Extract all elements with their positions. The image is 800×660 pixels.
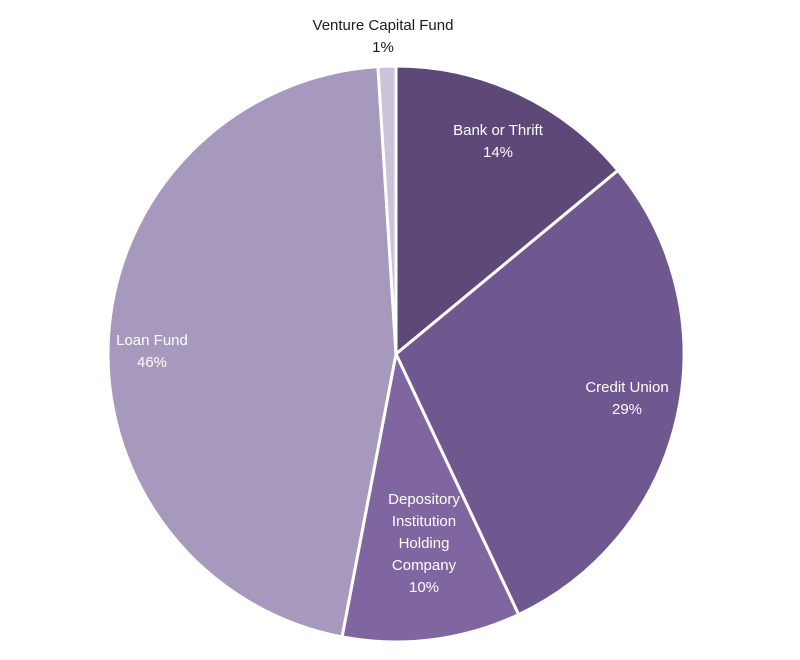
- slices-layer: [106, 64, 686, 644]
- pie-slice-depository-institution-holding-company: [340, 352, 521, 644]
- slice-label-depository-institution-holding-company: Depository Institution Holding Company 10%: [388, 491, 460, 596]
- slice-category-label: Institution: [392, 513, 456, 530]
- slice-value-label: 29%: [612, 401, 642, 418]
- pie-slice-loan-fund: [106, 65, 398, 639]
- slice-label-loan-fund: Loan Fund 46%: [116, 332, 188, 371]
- slice-category-label: Bank or Thrift: [453, 122, 544, 139]
- slice-value-label: 14%: [483, 144, 513, 161]
- slice-value-label: 10%: [409, 579, 439, 596]
- slice-label-bank-or-thrift: Bank or Thrift 14%: [453, 122, 544, 161]
- slice-category-label: Holding: [399, 535, 450, 552]
- slice-value-label: 46%: [137, 354, 167, 371]
- slice-category-label: Depository: [388, 491, 460, 508]
- slice-category-label: Company: [392, 557, 457, 574]
- slice-category-label: Credit Union: [585, 379, 668, 396]
- labels-layer: Bank or Thrift 14% Credit Union 29% Deposito…: [116, 17, 669, 596]
- slice-label-venture-capital-fund: Venture Capital Fund 1%: [313, 17, 454, 56]
- pie-slice-bank-or-thrift: [394, 64, 620, 356]
- slice-label-credit-union: Credit Union 29%: [585, 379, 668, 418]
- pie-slice-venture-capital-fund: [376, 64, 398, 356]
- slice-category-label: Loan Fund: [116, 332, 188, 349]
- slice-category-label: Venture Capital Fund: [313, 17, 454, 34]
- slice-value-label: 1%: [372, 39, 394, 56]
